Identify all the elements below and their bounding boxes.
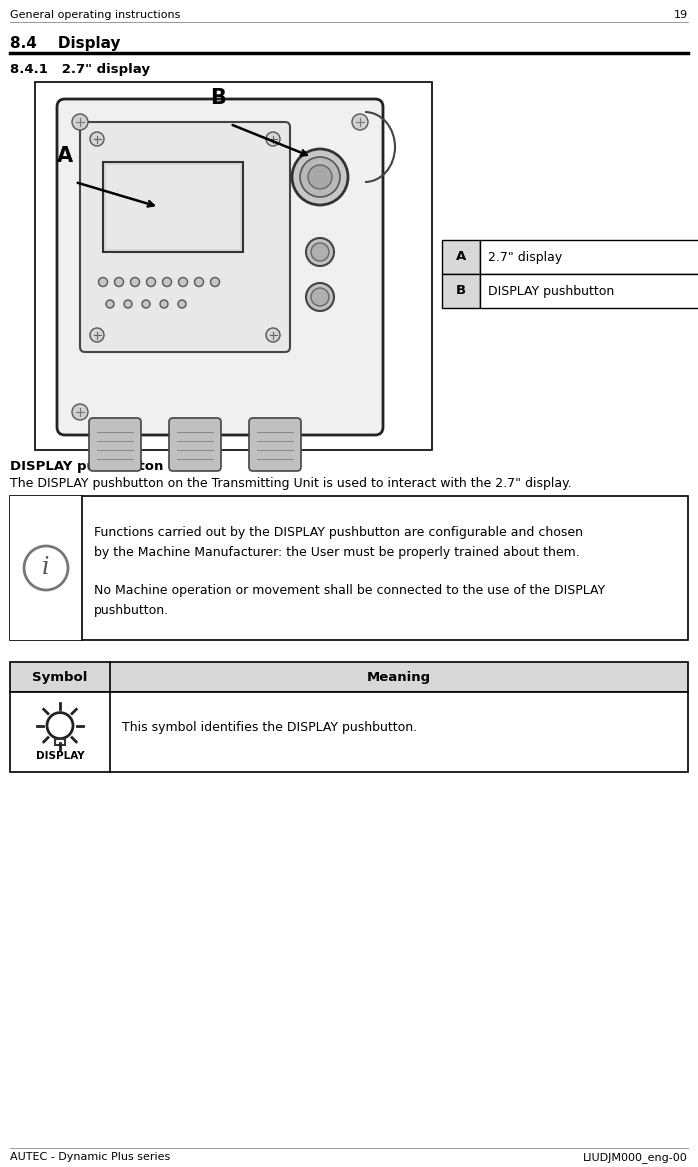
Circle shape xyxy=(90,328,104,342)
Circle shape xyxy=(195,278,204,287)
Text: DISPLAY pushbutton: DISPLAY pushbutton xyxy=(488,285,614,298)
Circle shape xyxy=(352,114,368,130)
Text: No Machine operation or movement shall be connected to the use of the DISPLAY: No Machine operation or movement shall b… xyxy=(94,584,605,598)
Text: B: B xyxy=(456,285,466,298)
Circle shape xyxy=(178,300,186,308)
Text: i: i xyxy=(43,555,50,579)
Circle shape xyxy=(179,278,188,287)
Bar xyxy=(10,496,688,640)
Circle shape xyxy=(106,300,114,308)
Text: Meaning: Meaning xyxy=(367,671,431,684)
Circle shape xyxy=(72,404,88,420)
Circle shape xyxy=(47,713,73,739)
Bar xyxy=(10,496,82,640)
Text: pushbutton.: pushbutton. xyxy=(94,605,169,617)
Text: by the Machine Manufacturer: the User must be properly trained about them.: by the Machine Manufacturer: the User mu… xyxy=(94,546,580,559)
Circle shape xyxy=(306,284,334,310)
Text: A: A xyxy=(57,146,73,166)
FancyBboxPatch shape xyxy=(249,418,301,471)
Bar xyxy=(480,240,698,274)
Bar xyxy=(480,274,698,308)
Text: B: B xyxy=(210,88,226,109)
Circle shape xyxy=(131,278,140,287)
Text: This symbol identifies the DISPLAY pushbutton.: This symbol identifies the DISPLAY pushb… xyxy=(122,721,417,734)
Text: LIUDJM000_eng-00: LIUDJM000_eng-00 xyxy=(584,1152,688,1162)
Circle shape xyxy=(266,132,280,146)
FancyBboxPatch shape xyxy=(169,418,221,471)
Text: 19: 19 xyxy=(674,11,688,20)
Text: AUTEC - Dynamic Plus series: AUTEC - Dynamic Plus series xyxy=(10,1152,170,1162)
Text: DISPLAY: DISPLAY xyxy=(36,752,84,761)
Circle shape xyxy=(24,546,68,591)
Circle shape xyxy=(308,165,332,189)
Text: DISPLAY pushbutton: DISPLAY pushbutton xyxy=(10,460,163,473)
Bar xyxy=(35,82,432,450)
FancyBboxPatch shape xyxy=(80,123,290,352)
Text: The DISPLAY pushbutton on the Transmitting Unit is used to interact with the 2.7: The DISPLAY pushbutton on the Transmitti… xyxy=(10,477,572,490)
Circle shape xyxy=(292,149,348,205)
Circle shape xyxy=(311,288,329,306)
Text: Functions carried out by the DISPLAY pushbutton are configurable and chosen: Functions carried out by the DISPLAY pus… xyxy=(94,526,583,539)
FancyBboxPatch shape xyxy=(89,418,141,471)
Circle shape xyxy=(163,278,172,287)
Bar xyxy=(103,162,243,252)
Circle shape xyxy=(90,132,104,146)
Circle shape xyxy=(160,300,168,308)
Circle shape xyxy=(300,158,340,197)
FancyBboxPatch shape xyxy=(57,99,383,435)
Circle shape xyxy=(311,243,329,261)
Circle shape xyxy=(114,278,124,287)
Bar xyxy=(10,662,688,692)
Bar xyxy=(55,739,65,745)
Bar xyxy=(442,274,480,308)
Text: 2.7" display: 2.7" display xyxy=(488,251,563,264)
Text: 8.4.1   2.7" display: 8.4.1 2.7" display xyxy=(10,63,150,76)
Circle shape xyxy=(266,328,280,342)
Text: A: A xyxy=(456,251,466,264)
Circle shape xyxy=(98,278,107,287)
Circle shape xyxy=(147,278,156,287)
Bar xyxy=(10,692,688,773)
Text: 8.4    Display: 8.4 Display xyxy=(10,36,121,51)
Text: General operating instructions: General operating instructions xyxy=(10,11,180,20)
Circle shape xyxy=(124,300,132,308)
Bar xyxy=(106,165,240,249)
Bar xyxy=(442,240,480,274)
Circle shape xyxy=(306,238,334,266)
Circle shape xyxy=(142,300,150,308)
Circle shape xyxy=(72,114,88,130)
Circle shape xyxy=(211,278,219,287)
Text: Symbol: Symbol xyxy=(32,671,88,684)
